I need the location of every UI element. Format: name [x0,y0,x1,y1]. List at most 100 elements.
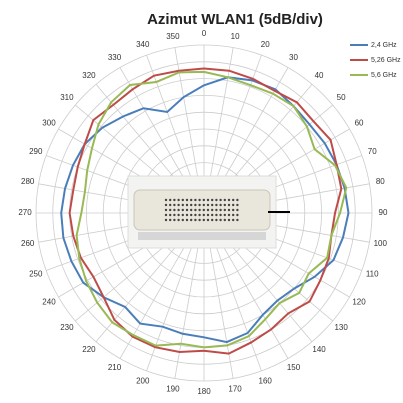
grille-dot [215,213,218,217]
series-group [60,67,350,355]
grille-dot [169,198,172,202]
grille-dot [202,198,205,202]
grille-dot [190,208,193,212]
grille-dot [190,198,193,202]
grille-dot [227,198,231,202]
angle-label: 220 [82,345,96,354]
angle-label: 200 [136,376,150,385]
angle-label: 10 [231,32,240,41]
angle-label: 260 [21,239,35,248]
grille-dot [194,208,197,212]
angle-label: 120 [352,298,366,307]
grille-dot [194,203,197,207]
grille-dot [164,198,168,202]
grille-dot [173,218,176,222]
grille-dot [177,208,180,212]
grille-dot [198,218,201,222]
angle-label: 100 [374,239,388,248]
grille-dot [215,208,218,212]
grille-dot [164,203,168,207]
grille-dot [236,218,239,222]
device-base [138,232,266,240]
grille-dot [194,218,197,222]
angle-label: 280 [21,177,35,186]
grille-dot [232,198,235,202]
grille-dot [219,208,222,212]
legend-label: 2,4 GHz [371,42,397,49]
grille-dot [215,203,218,207]
grille-dot [198,203,201,207]
grille-dot [211,218,214,222]
grille-dot [236,203,239,207]
grille-dot [215,218,218,222]
grille-dot [185,218,189,222]
angle-label: 110 [366,269,379,278]
grille-dot [206,203,210,207]
grille-dot [173,198,176,202]
grille-dot [219,213,222,217]
angle-label: 80 [376,177,385,186]
angle-label: 240 [42,298,56,307]
grille-dot [177,203,180,207]
angle-label: 150 [287,363,301,372]
angle-label: 70 [368,147,377,156]
device-photo [127,175,290,249]
angle-label: 310 [60,93,74,102]
angle-label: 320 [82,71,96,80]
angle-label: 30 [289,53,298,62]
grille-dot [227,203,231,207]
angle-label: 60 [355,119,364,128]
grille-dot [198,198,201,202]
grille-dot [223,213,226,217]
device-body [133,189,271,231]
grille-dot [164,213,168,217]
grille-dot [206,208,210,212]
grille-dot [190,218,193,222]
angle-label: 140 [312,345,326,354]
angle-label: 40 [315,71,324,80]
grille-dot [169,218,172,222]
legend: 2,4 GHz 5,26 GHz 5,6 GHz [350,42,401,79]
grille-dot [173,208,176,212]
angle-label: 230 [60,323,74,332]
grille-dot [198,213,201,217]
grille-dot [227,218,231,222]
grille-dot [181,208,184,212]
grille-dot [211,203,214,207]
grille-dot [181,213,184,217]
grille-dot [169,203,172,207]
grille-dot [236,208,239,212]
grille-dot [185,208,189,212]
grille-dot [232,213,235,217]
grille-dot [236,198,239,202]
grille-dot [223,208,226,212]
grille-dot [194,213,197,217]
grille-dot [190,213,193,217]
angle-label: 90 [379,208,388,217]
grille-dot [181,203,184,207]
grille-dot [202,218,205,222]
grille-dot [194,198,197,202]
grille-dot [227,208,231,212]
angle-label: 210 [108,363,122,372]
grille-dot [206,198,210,202]
angle-label: 290 [29,147,43,156]
grille-dot [211,213,214,217]
grille-dot [181,198,184,202]
grille-dot [202,203,205,207]
grille-dot [181,218,184,222]
grille-dot [185,203,189,207]
angle-label: 340 [136,40,150,49]
grille-dot [219,203,222,207]
grille-dot [223,203,226,207]
grille-dot [190,203,193,207]
series-line [75,70,348,349]
angle-label: 50 [337,93,346,102]
angle-label: 160 [259,376,273,385]
angle-label: 190 [166,384,180,393]
grille-dot [236,213,239,217]
grille-dot [177,213,180,217]
grille-dot [215,198,218,202]
grille-dot [232,203,235,207]
